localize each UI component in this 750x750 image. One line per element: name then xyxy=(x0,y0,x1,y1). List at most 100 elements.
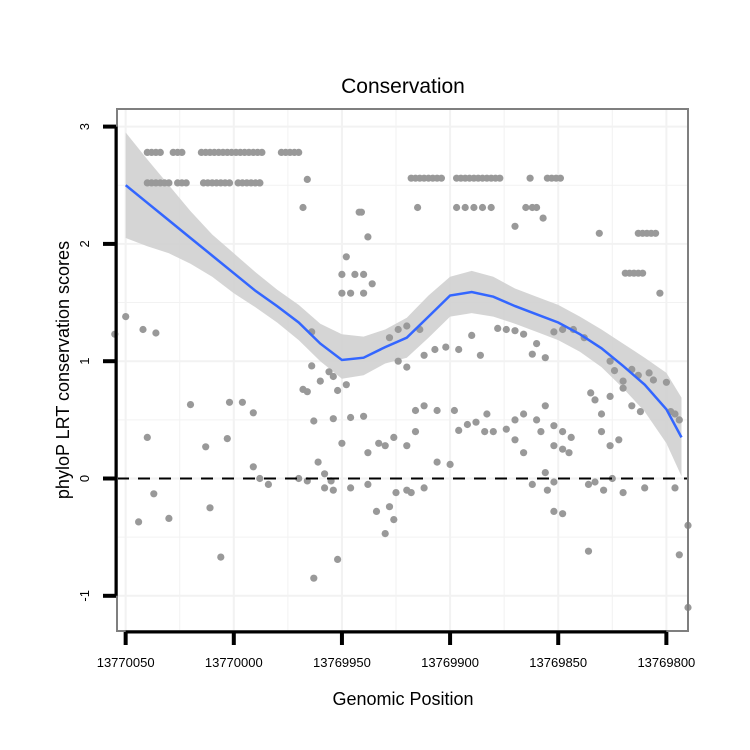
data-point xyxy=(455,345,463,354)
data-point xyxy=(591,478,599,486)
data-point xyxy=(675,416,683,424)
data-point xyxy=(567,433,575,441)
data-point xyxy=(489,428,497,436)
data-point xyxy=(308,362,316,370)
data-point xyxy=(550,442,558,450)
data-point xyxy=(615,436,623,444)
data-point xyxy=(526,174,534,182)
data-point xyxy=(442,343,450,351)
data-point xyxy=(511,222,519,230)
data-point xyxy=(481,428,489,436)
x-tick-label: 13769800 xyxy=(637,655,695,670)
data-point xyxy=(321,484,329,492)
data-point xyxy=(186,401,195,409)
data-point xyxy=(565,449,573,457)
data-point xyxy=(662,378,671,386)
data-point xyxy=(559,428,567,436)
data-point xyxy=(600,486,608,494)
data-point xyxy=(550,422,558,430)
data-point xyxy=(511,327,519,335)
data-point xyxy=(314,458,322,466)
data-point xyxy=(342,381,350,389)
data-point xyxy=(537,428,545,436)
data-point xyxy=(543,486,552,494)
y-tick-label: 1 xyxy=(77,358,92,365)
data-point xyxy=(342,253,350,261)
data-point xyxy=(502,325,510,334)
data-point xyxy=(249,463,257,471)
x-axis: 13770050 13770000 13769950 13769900 13769850… xyxy=(97,630,695,670)
data-point xyxy=(338,289,346,297)
data-point xyxy=(225,179,234,187)
data-point xyxy=(446,460,454,468)
data-point xyxy=(541,354,549,362)
data-point xyxy=(182,179,190,187)
y-tick-label: 2 xyxy=(77,240,92,247)
data-point xyxy=(165,514,173,523)
data-point xyxy=(528,480,536,488)
data-point xyxy=(559,445,567,453)
data-point xyxy=(390,433,398,441)
data-point xyxy=(606,357,614,365)
y-axis-label: phyloP LRT conservation scores xyxy=(53,241,73,499)
data-point xyxy=(325,368,333,376)
data-point xyxy=(597,410,606,418)
smooth-trend-line xyxy=(124,184,683,438)
x-tick-label: 13769950 xyxy=(313,655,371,670)
data-point xyxy=(122,313,130,321)
plot-panel xyxy=(111,108,692,632)
data-point xyxy=(372,507,381,515)
data-point xyxy=(403,363,411,371)
data-point xyxy=(584,480,593,488)
data-point xyxy=(385,503,394,511)
x-tick-label: 13770000 xyxy=(205,655,263,670)
data-point xyxy=(385,334,394,342)
data-point xyxy=(511,416,519,424)
data-point xyxy=(360,270,368,278)
y-axis: -1 0 1 2 3 xyxy=(77,123,118,602)
data-point xyxy=(364,233,372,241)
y-tick-label: 3 xyxy=(77,123,92,130)
data-point xyxy=(403,442,411,450)
data-point xyxy=(375,439,383,447)
data-point xyxy=(403,322,411,330)
data-point xyxy=(334,386,342,395)
data-point xyxy=(550,478,558,486)
data-point xyxy=(606,442,614,450)
data-point xyxy=(675,551,683,559)
data-point xyxy=(595,229,603,237)
data-point xyxy=(610,367,619,375)
data-point xyxy=(223,435,231,443)
data-point xyxy=(453,203,461,212)
data-point xyxy=(143,433,151,441)
data-point xyxy=(258,148,266,156)
data-point xyxy=(411,406,420,415)
data-point xyxy=(520,410,528,418)
data-point xyxy=(165,179,173,187)
data-point xyxy=(461,203,469,212)
data-point xyxy=(533,416,541,424)
data-point xyxy=(202,443,210,451)
data-point xyxy=(303,175,311,183)
data-point xyxy=(156,148,164,156)
data-point xyxy=(381,442,389,450)
data-point xyxy=(347,413,355,422)
data-point xyxy=(656,289,664,297)
data-point xyxy=(431,345,439,354)
data-point xyxy=(338,270,346,278)
data-point xyxy=(139,325,147,334)
data-point xyxy=(487,203,495,212)
data-point xyxy=(541,469,549,477)
data-point xyxy=(597,428,606,436)
data-point xyxy=(619,489,627,497)
data-point xyxy=(520,330,528,338)
data-point xyxy=(249,409,257,417)
data-point xyxy=(433,406,441,415)
data-point xyxy=(478,203,487,212)
data-points xyxy=(111,148,692,612)
data-point xyxy=(152,329,160,337)
data-point xyxy=(407,489,415,497)
data-point xyxy=(628,402,636,410)
data-point xyxy=(329,486,337,494)
data-point xyxy=(639,269,647,277)
